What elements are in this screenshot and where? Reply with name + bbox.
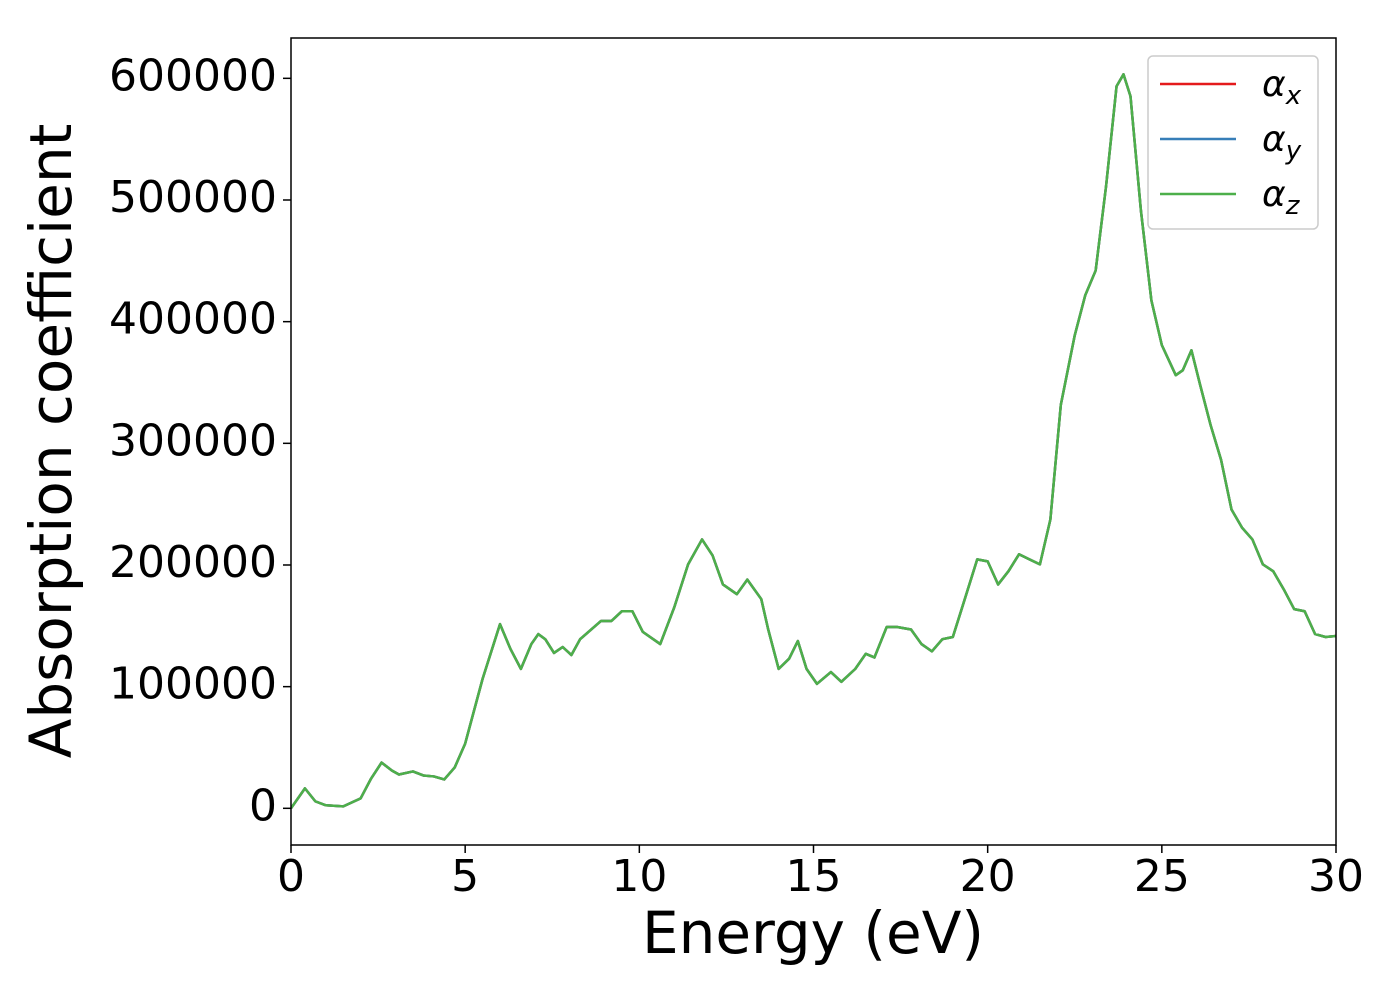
plot-frame bbox=[290, 37, 1337, 846]
y-tick-label: 0 bbox=[249, 780, 277, 831]
legend-label: αz bbox=[1262, 174, 1301, 221]
legend-label: αy bbox=[1262, 119, 1302, 166]
x-tick-label: 0 bbox=[277, 851, 305, 902]
x-tick-label: 10 bbox=[611, 851, 667, 902]
x-tick-label: 15 bbox=[786, 851, 842, 902]
legend-box bbox=[1147, 55, 1319, 230]
y-tick-label: 100000 bbox=[109, 659, 277, 710]
legend-label: αx bbox=[1262, 64, 1302, 111]
x-tick-label: 20 bbox=[960, 851, 1016, 902]
series-line bbox=[291, 73, 1336, 810]
y-tick-label: 400000 bbox=[109, 294, 277, 345]
x-tick-label: 30 bbox=[1308, 851, 1364, 902]
x-tick-label: 25 bbox=[1134, 851, 1190, 902]
y-tick-label: 200000 bbox=[109, 537, 277, 588]
y-axis-label: Absorption coefficient bbox=[17, 124, 85, 759]
x-tick-label: 5 bbox=[451, 851, 479, 902]
y-tick-label: 600000 bbox=[109, 50, 277, 101]
y-tick-label: 300000 bbox=[109, 415, 277, 466]
y-tick-label: 500000 bbox=[109, 172, 277, 223]
x-axis-label: Energy (eV) bbox=[642, 899, 984, 967]
